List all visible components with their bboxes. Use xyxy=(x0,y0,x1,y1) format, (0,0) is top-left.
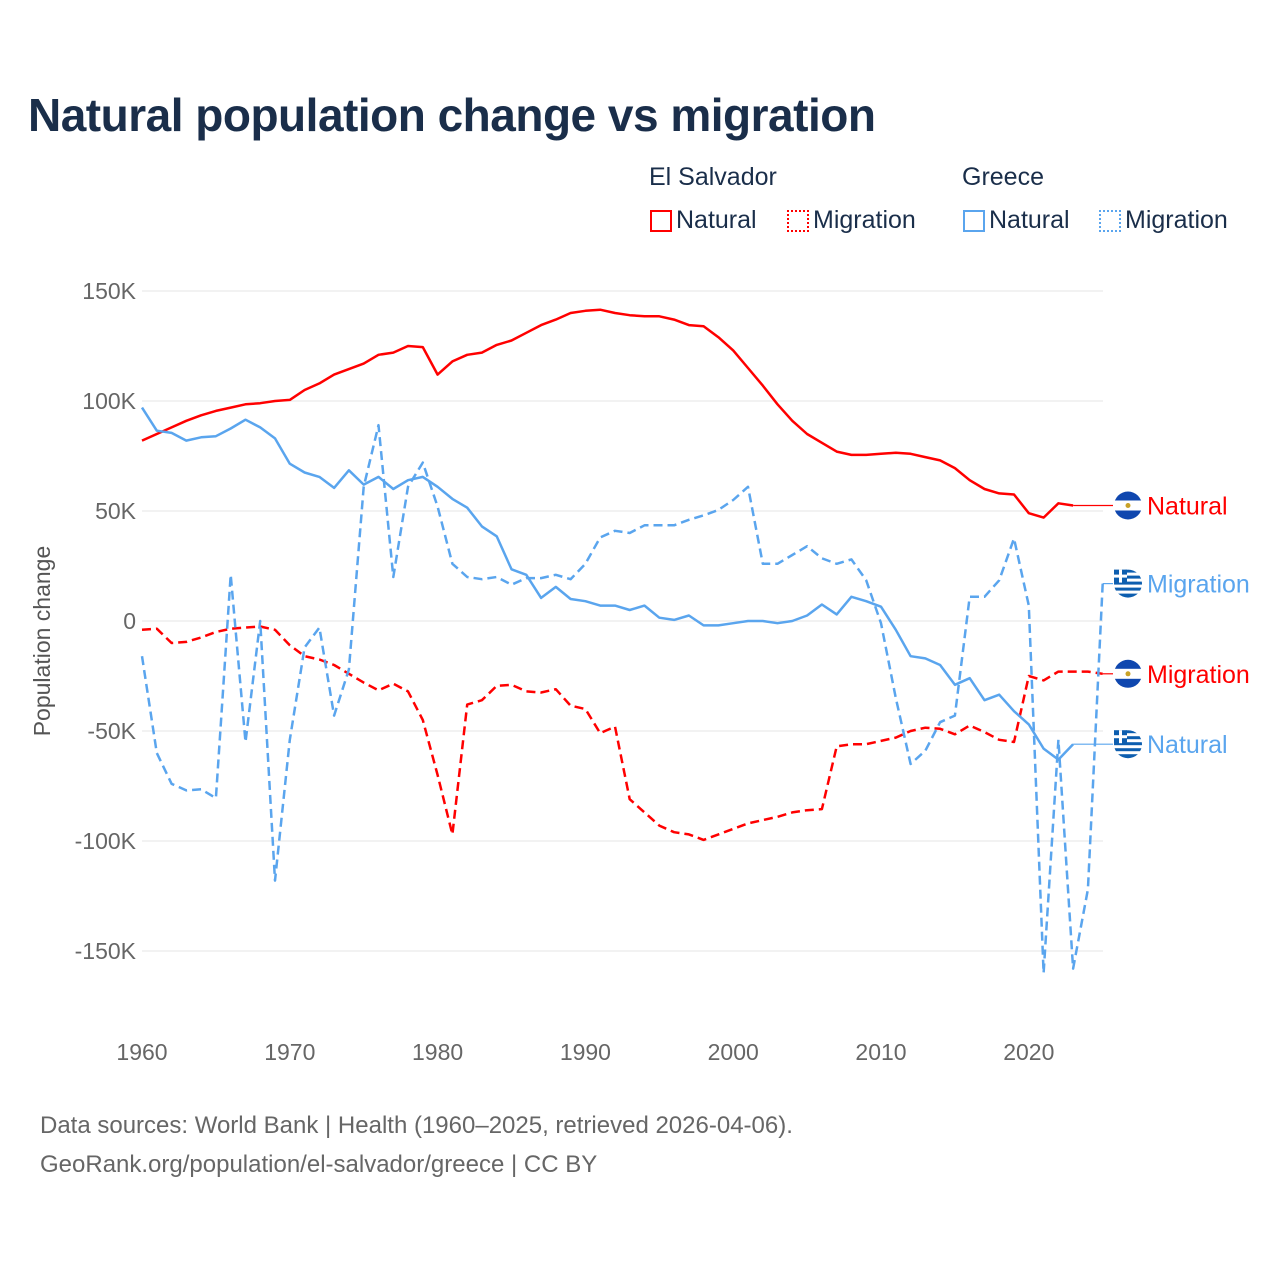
y-tick-label: -100K xyxy=(75,828,137,854)
x-tick-label: 1990 xyxy=(560,1039,611,1065)
y-axis-label: Population change xyxy=(29,546,55,737)
legend-es-natural[interactable]: Natural xyxy=(650,206,757,235)
y-tick-label: -150K xyxy=(75,938,137,964)
end-label-text: Natural xyxy=(1147,731,1228,759)
end-label-text: Natural xyxy=(1147,493,1228,521)
legend-group-el-salvador: El Salvador xyxy=(649,163,777,191)
end-label-greece-migration: Migration xyxy=(1102,569,1250,599)
flag-stripe xyxy=(1114,590,1142,594)
flag-stripe xyxy=(1114,584,1142,588)
flag-stripe xyxy=(1114,739,1142,743)
legend-group-greece: Greece xyxy=(962,163,1044,191)
flag-stripe xyxy=(1114,572,1142,576)
end-label-el-salvador-migration: Migration xyxy=(1102,659,1250,689)
flag-emblem xyxy=(1125,671,1131,677)
x-tick-label: 1970 xyxy=(264,1039,315,1065)
legend-es-migration[interactable]: Migration xyxy=(787,206,916,235)
flag-cross xyxy=(1114,574,1127,578)
end-label-greece-natural: Natural xyxy=(1073,730,1228,759)
footer: Data sources: World Bank | Health (1960–… xyxy=(40,1106,793,1184)
chart-title: Natural population change vs migration xyxy=(28,89,876,141)
x-tick-label: 1980 xyxy=(412,1039,463,1065)
source-link[interactable]: GeoRank.org/population/el-salvador/greec… xyxy=(40,1151,598,1178)
end-label-text: Migration xyxy=(1147,571,1250,599)
x-tick-label: 2020 xyxy=(1003,1039,1054,1065)
y-tick-label: -50K xyxy=(87,718,136,744)
legend-swatch-solid xyxy=(963,209,985,232)
legend-swatch-solid xyxy=(650,209,672,232)
y-tick-label: 50K xyxy=(95,498,137,524)
legend-label: Natural xyxy=(676,206,757,234)
legend-swatch-dotted xyxy=(1099,209,1121,232)
flag-cross xyxy=(1114,735,1127,739)
legend-swatch-dotted xyxy=(787,209,809,232)
flag-stripe xyxy=(1114,733,1142,737)
y-tick-label: 150K xyxy=(82,278,136,304)
legend-label: Migration xyxy=(1125,206,1228,234)
end-label-text: Migration xyxy=(1147,661,1250,689)
x-tick-label: 2010 xyxy=(855,1039,906,1065)
series-line-el-salvador-migration xyxy=(141,625,1103,842)
end-label-el-salvador-natural: Natural xyxy=(1073,491,1228,521)
series-line-el-salvador-natural xyxy=(141,308,1074,519)
y-tick-label: 100K xyxy=(82,388,136,414)
x-tick-label: 1960 xyxy=(116,1039,167,1065)
legend-gr-migration[interactable]: Migration xyxy=(1099,206,1228,235)
legend-label: Migration xyxy=(813,206,916,234)
legend-gr-natural[interactable]: Natural xyxy=(963,206,1070,235)
legend-label: Natural xyxy=(989,206,1070,234)
y-tick-label: 0 xyxy=(123,608,136,634)
flag-emblem xyxy=(1125,503,1131,508)
x-tick-label: 2000 xyxy=(708,1039,759,1065)
flag-stripe xyxy=(1114,578,1142,582)
series-line-greece-migration xyxy=(140,423,1104,975)
flag-stripe xyxy=(1114,751,1142,755)
data-sources: Data sources: World Bank | Health (1960–… xyxy=(40,1112,793,1139)
series-line-greece-natural xyxy=(140,406,1075,761)
flag-stripe xyxy=(1114,745,1142,749)
